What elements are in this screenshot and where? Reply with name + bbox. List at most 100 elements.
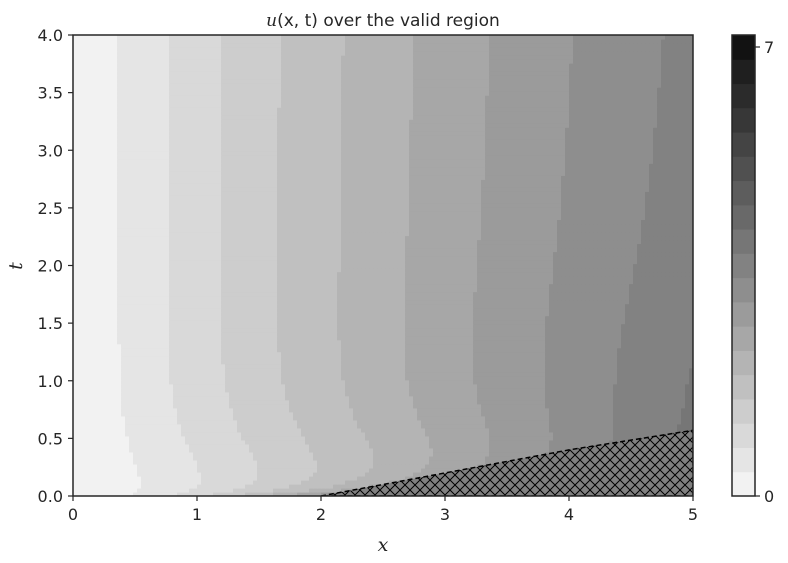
contour-cell [317,391,322,397]
contour-cell [377,395,382,401]
contour-cell [545,371,550,377]
contour-cell [529,447,534,453]
contour-cell [441,419,446,425]
contour-cell [269,375,274,381]
contour-cell [137,479,142,485]
contour-cell [289,439,294,445]
contour-cell [301,491,306,496]
contour-cell [321,387,326,393]
contour-cell [273,479,278,485]
contour-cell [349,371,354,377]
contour-cell [457,391,462,397]
contour-cell [441,423,446,429]
contour-cell [181,435,186,441]
contour-cell [609,439,614,445]
contour-cell [365,423,370,429]
contour-cell [517,427,522,433]
contour-cell [177,367,182,373]
contour-cell [689,427,693,433]
contour-cell [425,463,430,469]
contour-cell [373,447,378,453]
contour-cell [301,407,306,413]
contour-cell [469,383,474,389]
contour-cell [401,383,406,389]
contour-cell [669,399,674,405]
contour-cell [325,491,330,496]
contour-cell [433,455,438,461]
contour-cell [261,447,266,453]
contour-cell [429,403,434,409]
contour-cell [601,375,606,381]
contour-cell [109,487,114,493]
contour-cell [189,463,194,469]
contour-cell [241,459,246,465]
contour-cell [277,435,282,441]
contour-cell [233,487,238,493]
contour-cell [317,431,322,437]
contour-cell [613,383,618,389]
contour-cell [273,455,278,461]
contour-cell [265,451,270,457]
contour-cell [653,411,658,417]
contour-cell [577,427,582,433]
contour-cell [393,415,398,421]
contour-cell [145,475,150,481]
contour-cell [113,463,118,469]
contour-cell [605,435,610,441]
contour-cell [181,371,186,377]
contour-cell [233,419,238,425]
contour-cell [493,407,498,413]
contour-cell [241,447,246,453]
contour-cell [537,427,542,433]
contour-cell [285,379,290,385]
contour-cell [593,383,598,389]
contour-cell [213,439,218,445]
contour-cell [433,391,438,397]
contour-cell [245,375,250,381]
contour-cell [589,419,594,425]
contour-cell [341,411,346,417]
contour-cell [521,447,526,453]
contour-cell [477,423,482,429]
contour-cell [465,415,470,421]
contour-cell [509,415,514,421]
contour-cell [133,447,138,453]
contour-cell [333,379,338,385]
contour-cell [109,479,114,485]
contour-cell [89,383,94,389]
contour-cell [145,363,150,369]
contour-cell [677,415,682,421]
contour-cell [661,391,666,397]
contour-cell [249,479,254,485]
contour-cell [401,407,406,413]
contour-cell [437,419,442,425]
contour-cell [89,431,94,437]
contour-cell [561,415,566,421]
contour-cell [353,383,358,389]
contour-cell [273,391,278,397]
contour-cell [349,379,354,385]
contour-cell [253,423,258,429]
contour-cell [393,423,398,429]
contour-cell [129,419,134,425]
contour-cell [529,407,534,413]
contour-cell [137,419,142,425]
contour-cell [441,391,446,397]
contour-cell [345,427,350,433]
contour-cell [273,367,278,373]
contour-cell [77,383,82,389]
contour-cell [169,451,174,457]
contour-cell [241,395,246,401]
contour-cell [501,395,506,401]
contour-cell [161,443,166,449]
contour-cell [485,419,490,425]
contour-cell [301,483,306,489]
contour-cell [129,431,134,437]
contour-cell [121,483,126,489]
contour-cell [681,379,686,385]
contour-cell [505,367,510,373]
contour-cell [113,399,118,405]
contour-cell [157,479,162,485]
contour-cell [169,379,174,385]
contour-cell [581,371,586,377]
